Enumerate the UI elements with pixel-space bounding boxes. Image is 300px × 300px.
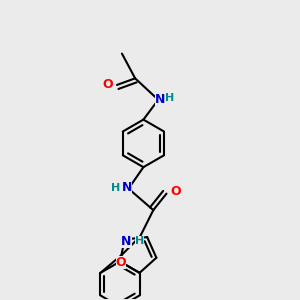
Text: N: N bbox=[155, 93, 165, 106]
Text: H: H bbox=[165, 93, 174, 103]
Text: O: O bbox=[102, 78, 113, 91]
Text: N: N bbox=[121, 235, 132, 248]
Text: H: H bbox=[135, 236, 144, 246]
Text: N: N bbox=[122, 181, 132, 194]
Text: O: O bbox=[116, 256, 126, 269]
Text: O: O bbox=[170, 185, 181, 198]
Text: H: H bbox=[111, 183, 120, 193]
